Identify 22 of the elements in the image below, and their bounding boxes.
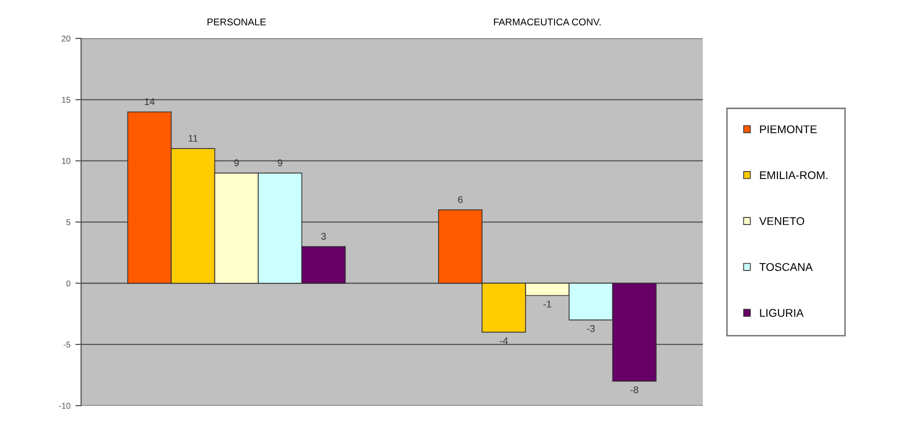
- y-tick-label: 0: [66, 280, 70, 286]
- data-label: 11: [188, 134, 198, 142]
- data-label: -8: [630, 386, 638, 394]
- y-tick-label: 15: [62, 96, 70, 103]
- y-tick-label: 10: [62, 158, 70, 164]
- y-tick-label: 20: [62, 36, 70, 42]
- legend-label: TOSCANA: [759, 263, 813, 271]
- y-tick-label: 5: [66, 219, 70, 226]
- legend-label: EMILIA-ROM.: [760, 171, 828, 180]
- data-label: -1: [543, 300, 552, 308]
- data-label: 14: [144, 98, 155, 105]
- data-label: -4: [500, 337, 508, 344]
- y-tick-label: -5: [64, 342, 70, 348]
- data-label: 6: [458, 196, 463, 203]
- x-tick-label: FARMACEUTICA CONV.: [494, 18, 601, 26]
- data-label: -3: [586, 325, 595, 332]
- x-tick-label: PERSONALE: [208, 18, 266, 26]
- data-label: 3: [321, 232, 326, 240]
- legend-label: VENETO: [759, 217, 804, 226]
- legend-label: PIEMONTE: [760, 125, 817, 134]
- y-tick-label: -10: [59, 402, 70, 409]
- legend-label: LIGURIA: [760, 308, 804, 317]
